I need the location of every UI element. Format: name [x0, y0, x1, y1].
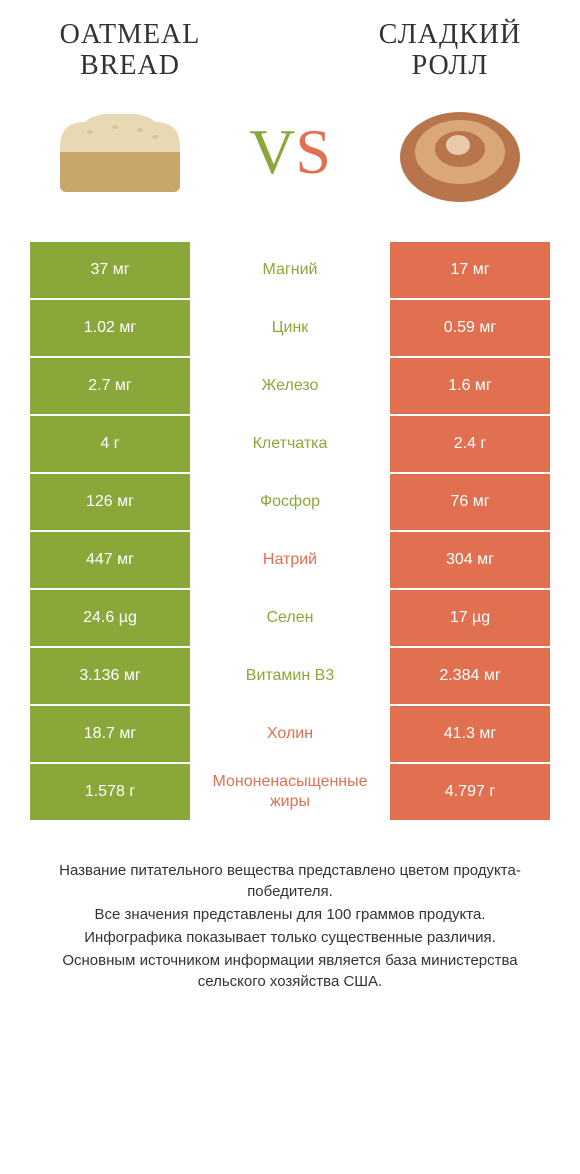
table-row: 126 мгФосфор76 мг — [30, 474, 550, 530]
value-left: 447 мг — [30, 532, 190, 588]
nutrient-label: Железо — [190, 358, 390, 414]
nutrient-label: Клетчатка — [190, 416, 390, 472]
value-left: 24.6 µg — [30, 590, 190, 646]
table-row: 1.578 гМононенасыщенные жиры4.797 г — [30, 764, 550, 820]
nutrient-label: Цинк — [190, 300, 390, 356]
table-row: 2.7 мгЖелезо1.6 мг — [30, 358, 550, 414]
value-right: 304 мг — [390, 532, 550, 588]
table-row: 447 мгНатрий304 мг — [30, 532, 550, 588]
table-row: 4 гКлетчатка2.4 г — [30, 416, 550, 472]
footer-line: Основным источником информации является … — [40, 950, 540, 992]
value-left: 4 г — [30, 416, 190, 472]
footer-text: Название питательного вещества представл… — [30, 860, 550, 992]
value-right: 41.3 мг — [390, 706, 550, 762]
value-right: 1.6 мг — [390, 358, 550, 414]
value-right: 76 мг — [390, 474, 550, 530]
bread-icon — [45, 102, 195, 202]
nutrient-label: Витамин B3 — [190, 648, 390, 704]
nutrient-label: Магний — [190, 242, 390, 298]
table-row: 37 мгМагний17 мг — [30, 242, 550, 298]
bread-image — [40, 92, 200, 212]
vs-v: V — [249, 116, 295, 187]
value-right: 2.384 мг — [390, 648, 550, 704]
table-row: 24.6 µgСелен17 µg — [30, 590, 550, 646]
value-right: 0.59 мг — [390, 300, 550, 356]
value-left: 1.02 мг — [30, 300, 190, 356]
nutrient-label: Мононенасыщенные жиры — [190, 764, 390, 820]
roll-image — [380, 92, 540, 212]
value-left: 18.7 мг — [30, 706, 190, 762]
value-right: 17 мг — [390, 242, 550, 298]
footer-line: Все значения представлены для 100 граммо… — [40, 904, 540, 925]
vs-s: S — [295, 116, 331, 187]
nutrient-label: Натрий — [190, 532, 390, 588]
comparison-table: 37 мгМагний17 мг1.02 мгЦинк0.59 мг2.7 мг… — [30, 242, 550, 820]
nutrient-label: Фосфор — [190, 474, 390, 530]
value-right: 2.4 г — [390, 416, 550, 472]
title-left: OATMEAL BREAD — [30, 20, 230, 82]
value-left: 37 мг — [30, 242, 190, 298]
vs-label: VS — [249, 115, 331, 189]
title-right: СЛАДКИЙ РОЛЛ — [350, 20, 550, 82]
nutrient-label: Селен — [190, 590, 390, 646]
table-row: 3.136 мгВитамин B32.384 мг — [30, 648, 550, 704]
value-left: 126 мг — [30, 474, 190, 530]
roll-icon — [390, 97, 530, 207]
table-row: 18.7 мгХолин41.3 мг — [30, 706, 550, 762]
footer-line: Название питательного вещества представл… — [40, 860, 540, 902]
header-row: OATMEAL BREAD СЛАДКИЙ РОЛЛ — [30, 20, 550, 82]
value-left: 1.578 г — [30, 764, 190, 820]
table-row: 1.02 мгЦинк0.59 мг — [30, 300, 550, 356]
value-left: 3.136 мг — [30, 648, 190, 704]
images-row: VS — [30, 92, 550, 212]
value-right: 17 µg — [390, 590, 550, 646]
value-left: 2.7 мг — [30, 358, 190, 414]
value-right: 4.797 г — [390, 764, 550, 820]
footer-line: Инфографика показывает только существенн… — [40, 927, 540, 948]
infographic-container: OATMEAL BREAD СЛАДКИЙ РОЛЛ VS — [0, 0, 580, 1014]
nutrient-label: Холин — [190, 706, 390, 762]
